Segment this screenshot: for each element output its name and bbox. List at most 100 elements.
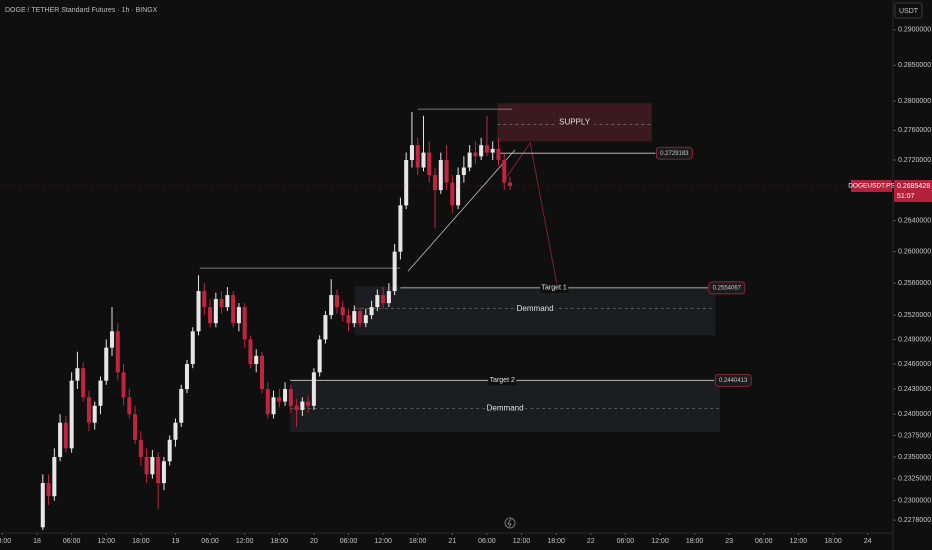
candle-body xyxy=(69,380,74,449)
candle-body xyxy=(415,145,420,168)
candle-body xyxy=(300,401,305,410)
zone-label-bg xyxy=(515,303,556,314)
level-name-bg xyxy=(488,375,517,386)
candle-body xyxy=(398,205,403,252)
candle-body xyxy=(404,160,409,206)
candle-body xyxy=(161,461,166,484)
candle-body xyxy=(156,456,161,484)
y-tick-label: 0.2375000 xyxy=(898,432,931,439)
level-value: 0.2729183 xyxy=(660,151,689,157)
y-tick-label: 0.2850000 xyxy=(898,62,931,69)
candle-body xyxy=(334,295,339,308)
level-value-box xyxy=(708,281,746,295)
candle-body xyxy=(208,307,213,324)
x-tick-label: 06:00 xyxy=(340,538,358,545)
currency[interactable]: USDT xyxy=(899,8,919,15)
candle-body xyxy=(288,388,293,406)
candle-body xyxy=(271,397,276,415)
zone-label: Demmand xyxy=(517,304,554,313)
candle-body xyxy=(392,251,397,292)
candle-body xyxy=(127,397,132,415)
y-tick-label: 0.2640000 xyxy=(898,217,931,224)
candle-body xyxy=(507,182,513,187)
candle-body xyxy=(138,439,143,457)
countdown: 51:07 xyxy=(897,193,915,200)
x-tick-label: 18:00 xyxy=(686,538,704,545)
level-name-bg xyxy=(540,282,569,293)
candle-body xyxy=(231,295,236,324)
candle-body xyxy=(104,347,109,381)
candle-body xyxy=(375,295,380,308)
candle-body xyxy=(196,291,201,332)
drawing-line xyxy=(407,149,516,272)
zone-label: SUPPLY xyxy=(559,118,591,127)
candle-body xyxy=(484,145,489,153)
candle-body xyxy=(115,331,120,373)
zone-label-bg xyxy=(485,403,526,414)
y-tick-label: 0.2760000 xyxy=(898,127,931,134)
candle-body xyxy=(75,368,80,381)
plot-area: SUPPLY Demmand Demmand 0.2729183 0.2554067 Ta… xyxy=(0,103,893,530)
y-tick-label: 0.2400000 xyxy=(898,411,931,418)
candle-body xyxy=(317,339,322,373)
candle-body xyxy=(358,311,363,324)
candle-body xyxy=(109,331,115,348)
candle-body xyxy=(225,295,230,308)
x-tick-label: 20 xyxy=(310,538,318,545)
y-tick-label: 0.2600000 xyxy=(898,249,931,256)
candle-body xyxy=(213,299,218,324)
candle-body xyxy=(409,145,414,161)
candle-body xyxy=(283,388,288,402)
candle-body xyxy=(248,339,253,365)
candle-body xyxy=(179,388,184,423)
level-value: 0.2440413 xyxy=(719,378,748,384)
candle-body xyxy=(219,299,224,308)
candle-body xyxy=(173,422,178,440)
candle-body xyxy=(144,456,149,475)
candle-body xyxy=(259,355,265,389)
candle-body xyxy=(86,397,91,423)
candle-body xyxy=(311,372,316,406)
x-tick-label: 21 xyxy=(448,538,456,545)
replay-bolt xyxy=(507,518,512,528)
x-tick-label: 18:00 xyxy=(0,538,11,545)
x-tick-label: 12:00 xyxy=(236,538,254,545)
candle-body xyxy=(467,152,472,168)
candle-body xyxy=(167,439,172,462)
candle-body xyxy=(473,152,478,157)
x-tick-label: 12:00 xyxy=(513,538,531,545)
x-tick-label: 19 xyxy=(172,538,180,545)
candle-body xyxy=(121,372,126,398)
x-tick-label: 23 xyxy=(725,538,733,545)
y-tick-label: 0.2350000 xyxy=(898,454,931,461)
replay-icon[interactable] xyxy=(504,517,516,529)
candle-body xyxy=(242,307,247,340)
candle-body xyxy=(323,315,328,340)
price-tag xyxy=(894,180,932,203)
level-name: Target 1 xyxy=(541,285,566,292)
candle-body xyxy=(92,405,97,423)
zone-label-bg xyxy=(554,117,595,128)
x-tick-label: 12:00 xyxy=(374,538,392,545)
currency-box[interactable] xyxy=(894,2,923,19)
candle-body xyxy=(496,148,501,161)
candle-body xyxy=(265,388,270,415)
x-tick-label: 12:00 xyxy=(651,538,669,545)
x-tick-label: 18:00 xyxy=(409,538,427,545)
x-tick-label: 18:00 xyxy=(824,538,842,545)
y-tick-label: 0.2490000 xyxy=(898,336,931,343)
y-tick-label: 0.2300000 xyxy=(898,497,931,504)
candle-body xyxy=(502,160,507,183)
candle-body xyxy=(427,152,432,176)
candle-body xyxy=(386,291,391,304)
candle-body xyxy=(58,422,63,457)
candle-body xyxy=(340,307,345,316)
candle-body xyxy=(421,152,426,168)
candle-body xyxy=(184,364,190,389)
x-tick-label: 18 xyxy=(33,538,41,545)
candle-body xyxy=(277,397,282,402)
y-tick-label: 0.2278000 xyxy=(898,517,931,524)
candle-body xyxy=(479,145,484,157)
